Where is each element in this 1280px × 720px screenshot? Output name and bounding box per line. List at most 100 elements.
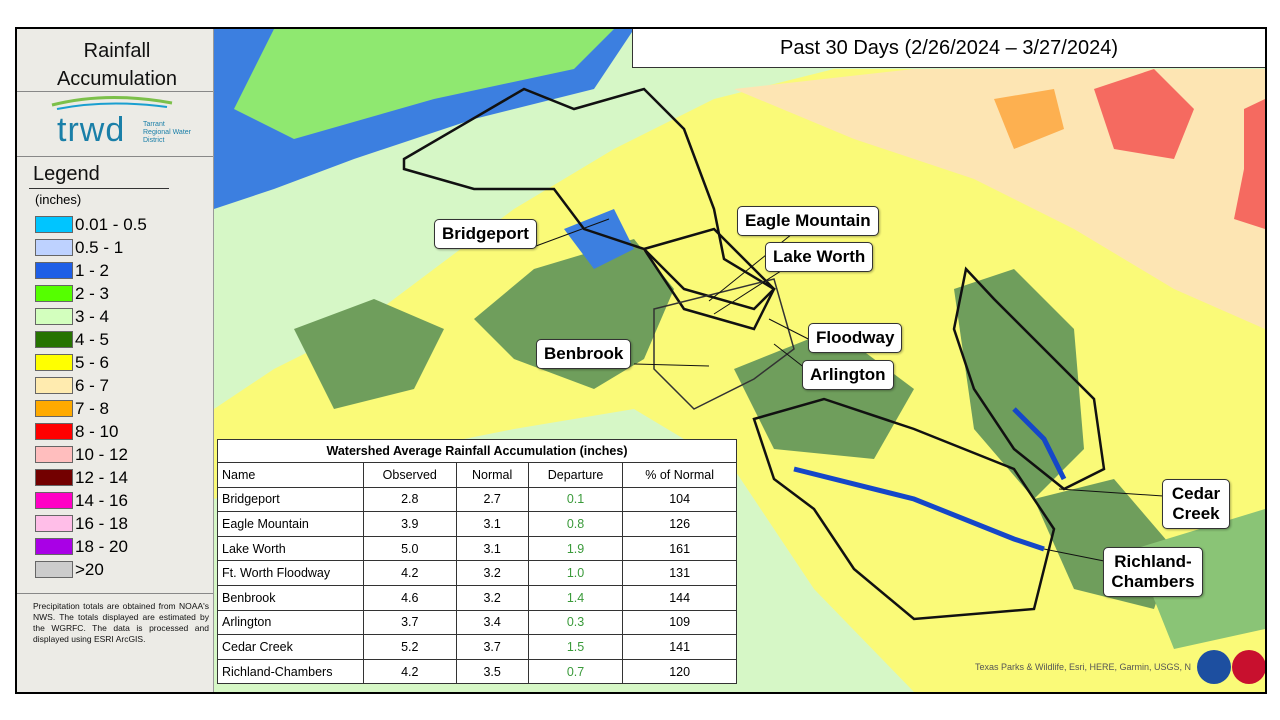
map-callout: Richland-Chambers bbox=[1103, 547, 1203, 597]
table-row: Benbrook 4.6 3.2 1.4 144 bbox=[218, 584, 736, 611]
legend-swatch bbox=[35, 239, 73, 256]
legend-item: 7 - 8 bbox=[35, 397, 147, 420]
table-cell: 4.2 bbox=[363, 658, 457, 684]
legend-item: 16 - 18 bbox=[35, 512, 147, 535]
legend-swatch bbox=[35, 400, 73, 417]
legend-item: 12 - 14 bbox=[35, 466, 147, 489]
legend-swatch bbox=[35, 377, 73, 394]
table-cell: Richland-Chambers bbox=[218, 658, 364, 684]
legend-label: 8 - 10 bbox=[75, 421, 119, 441]
legend-item: 1 - 2 bbox=[35, 259, 147, 282]
legend-swatch bbox=[35, 446, 73, 463]
table-cell: 1.9 bbox=[527, 535, 623, 561]
table-cell: 3.1 bbox=[455, 511, 529, 537]
table-cell: 0.1 bbox=[527, 486, 623, 512]
legend: 0.01 - 0.5 0.5 - 1 1 - 2 2 - 3 3 - 4 4 - 5 5 -… bbox=[35, 213, 147, 581]
legend-swatch bbox=[35, 561, 73, 578]
legend-label: 14 - 16 bbox=[75, 490, 128, 510]
table-row: Eagle Mountain 3.9 3.1 0.8 126 bbox=[218, 511, 736, 537]
table-row: Cedar Creek 5.2 3.7 1.5 141 bbox=[218, 634, 736, 660]
legend-label: 18 - 20 bbox=[75, 536, 128, 556]
map-callout: Floodway bbox=[808, 323, 903, 353]
legend-title: Legend bbox=[33, 163, 100, 185]
table-cell: 3.2 bbox=[455, 584, 529, 611]
legend-swatch bbox=[35, 354, 73, 371]
table-row: Bridgeport 2.8 2.7 0.1 104 bbox=[218, 486, 736, 512]
legend-item: 8 - 10 bbox=[35, 420, 147, 443]
table-cell: 141 bbox=[622, 634, 736, 660]
column-header: Normal bbox=[455, 463, 529, 488]
legend-item: >20 bbox=[35, 558, 147, 581]
map-callout: Benbrook bbox=[536, 339, 632, 369]
legend-item: 3 - 4 bbox=[35, 305, 147, 328]
legend-label: 10 - 12 bbox=[75, 444, 128, 464]
column-header: Departure bbox=[527, 463, 623, 488]
legend-item: 0.01 - 0.5 bbox=[35, 213, 147, 236]
table-cell: 4.2 bbox=[363, 560, 457, 586]
legend-label: 4 - 5 bbox=[75, 329, 110, 349]
table-cell: 126 bbox=[622, 511, 736, 537]
legend-item: 18 - 20 bbox=[35, 535, 147, 558]
table-cell: 2.8 bbox=[363, 486, 457, 512]
table-row: Ft. Worth Floodway 4.2 3.2 1.0 131 bbox=[218, 560, 736, 586]
table-cell: 109 bbox=[622, 609, 736, 635]
table-cell: 0.3 bbox=[527, 609, 623, 635]
column-header: Name bbox=[222, 467, 256, 482]
table-cell: Bridgeport bbox=[218, 486, 364, 512]
legend-label: 0.5 - 1 bbox=[75, 237, 124, 257]
map-callout: Lake Worth bbox=[765, 242, 874, 272]
legend-item: 10 - 12 bbox=[35, 443, 147, 466]
legend-swatch bbox=[35, 285, 73, 302]
legend-swatch bbox=[35, 538, 73, 555]
legend-item: 2 - 3 bbox=[35, 282, 147, 305]
map-attribution: Texas Parks & Wildlife, Esri, HERE, Garm… bbox=[975, 662, 1192, 672]
table-cell: 3.7 bbox=[363, 609, 457, 635]
table-cell: 4.6 bbox=[363, 584, 457, 611]
note: Precipitation totals are obtained from N… bbox=[33, 601, 209, 644]
map-callout: Bridgeport bbox=[434, 219, 537, 249]
table-cell: 144 bbox=[622, 584, 736, 611]
table-cell: Cedar Creek bbox=[218, 634, 364, 660]
sidebar: Rainfall Accumulation trwd Tarrant Regio… bbox=[17, 29, 214, 692]
map-callout: Eagle Mountain bbox=[737, 206, 879, 236]
table-title: Watershed Average Rainfall Accumulation … bbox=[218, 440, 736, 463]
legend-label: 2 - 3 bbox=[75, 283, 110, 303]
table-cell: 5.2 bbox=[363, 634, 457, 660]
column-header: Observed bbox=[363, 463, 457, 488]
legend-label: >20 bbox=[75, 559, 104, 579]
logo-wave bbox=[51, 96, 173, 110]
data-table: Watershed Average Rainfall Accumulation … bbox=[217, 439, 737, 685]
legend-item: 0.5 - 1 bbox=[35, 236, 147, 259]
table-cell: 3.1 bbox=[455, 535, 529, 561]
legend-swatch bbox=[35, 308, 73, 325]
table-cell: 0.7 bbox=[527, 658, 623, 684]
table-cell: 2.7 bbox=[455, 486, 529, 512]
table-cell: 120 bbox=[622, 658, 736, 684]
table-cell: 3.7 bbox=[455, 634, 529, 660]
legend-item: 14 - 16 bbox=[35, 489, 147, 512]
table-cell: 3.2 bbox=[455, 560, 529, 586]
legend-label: 7 - 8 bbox=[75, 398, 110, 418]
table-header-row: Name Observed Normal Departure% of Normal bbox=[218, 463, 736, 488]
legend-item: 6 - 7 bbox=[35, 374, 147, 397]
table-cell: Benbrook bbox=[218, 584, 364, 611]
header-title: Past 30 Days (2/26/2024 – 3/27/2024) bbox=[632, 29, 1265, 68]
legend-swatch bbox=[35, 515, 73, 532]
column-header: % of Normal bbox=[622, 463, 736, 488]
legend-label: 12 - 14 bbox=[75, 467, 128, 487]
table-cell: 3.5 bbox=[455, 658, 529, 684]
table-row: Arlington 3.7 3.4 0.3 109 bbox=[218, 609, 736, 635]
table-cell: 1.0 bbox=[527, 560, 623, 586]
table-cell: 1.4 bbox=[527, 584, 623, 611]
table-cell: 5.0 bbox=[363, 535, 457, 561]
table-cell: Arlington bbox=[218, 609, 364, 635]
table-cell: 0.8 bbox=[527, 511, 623, 537]
legend-label: 6 - 7 bbox=[75, 375, 110, 395]
table-cell: 1.5 bbox=[527, 634, 623, 660]
logo-name: trwd bbox=[57, 111, 126, 149]
legend-unit: (inches) bbox=[35, 192, 82, 207]
legend-item: 5 - 6 bbox=[35, 351, 147, 374]
table-cell: 3.4 bbox=[455, 609, 529, 635]
table-cell: Lake Worth bbox=[218, 535, 364, 561]
